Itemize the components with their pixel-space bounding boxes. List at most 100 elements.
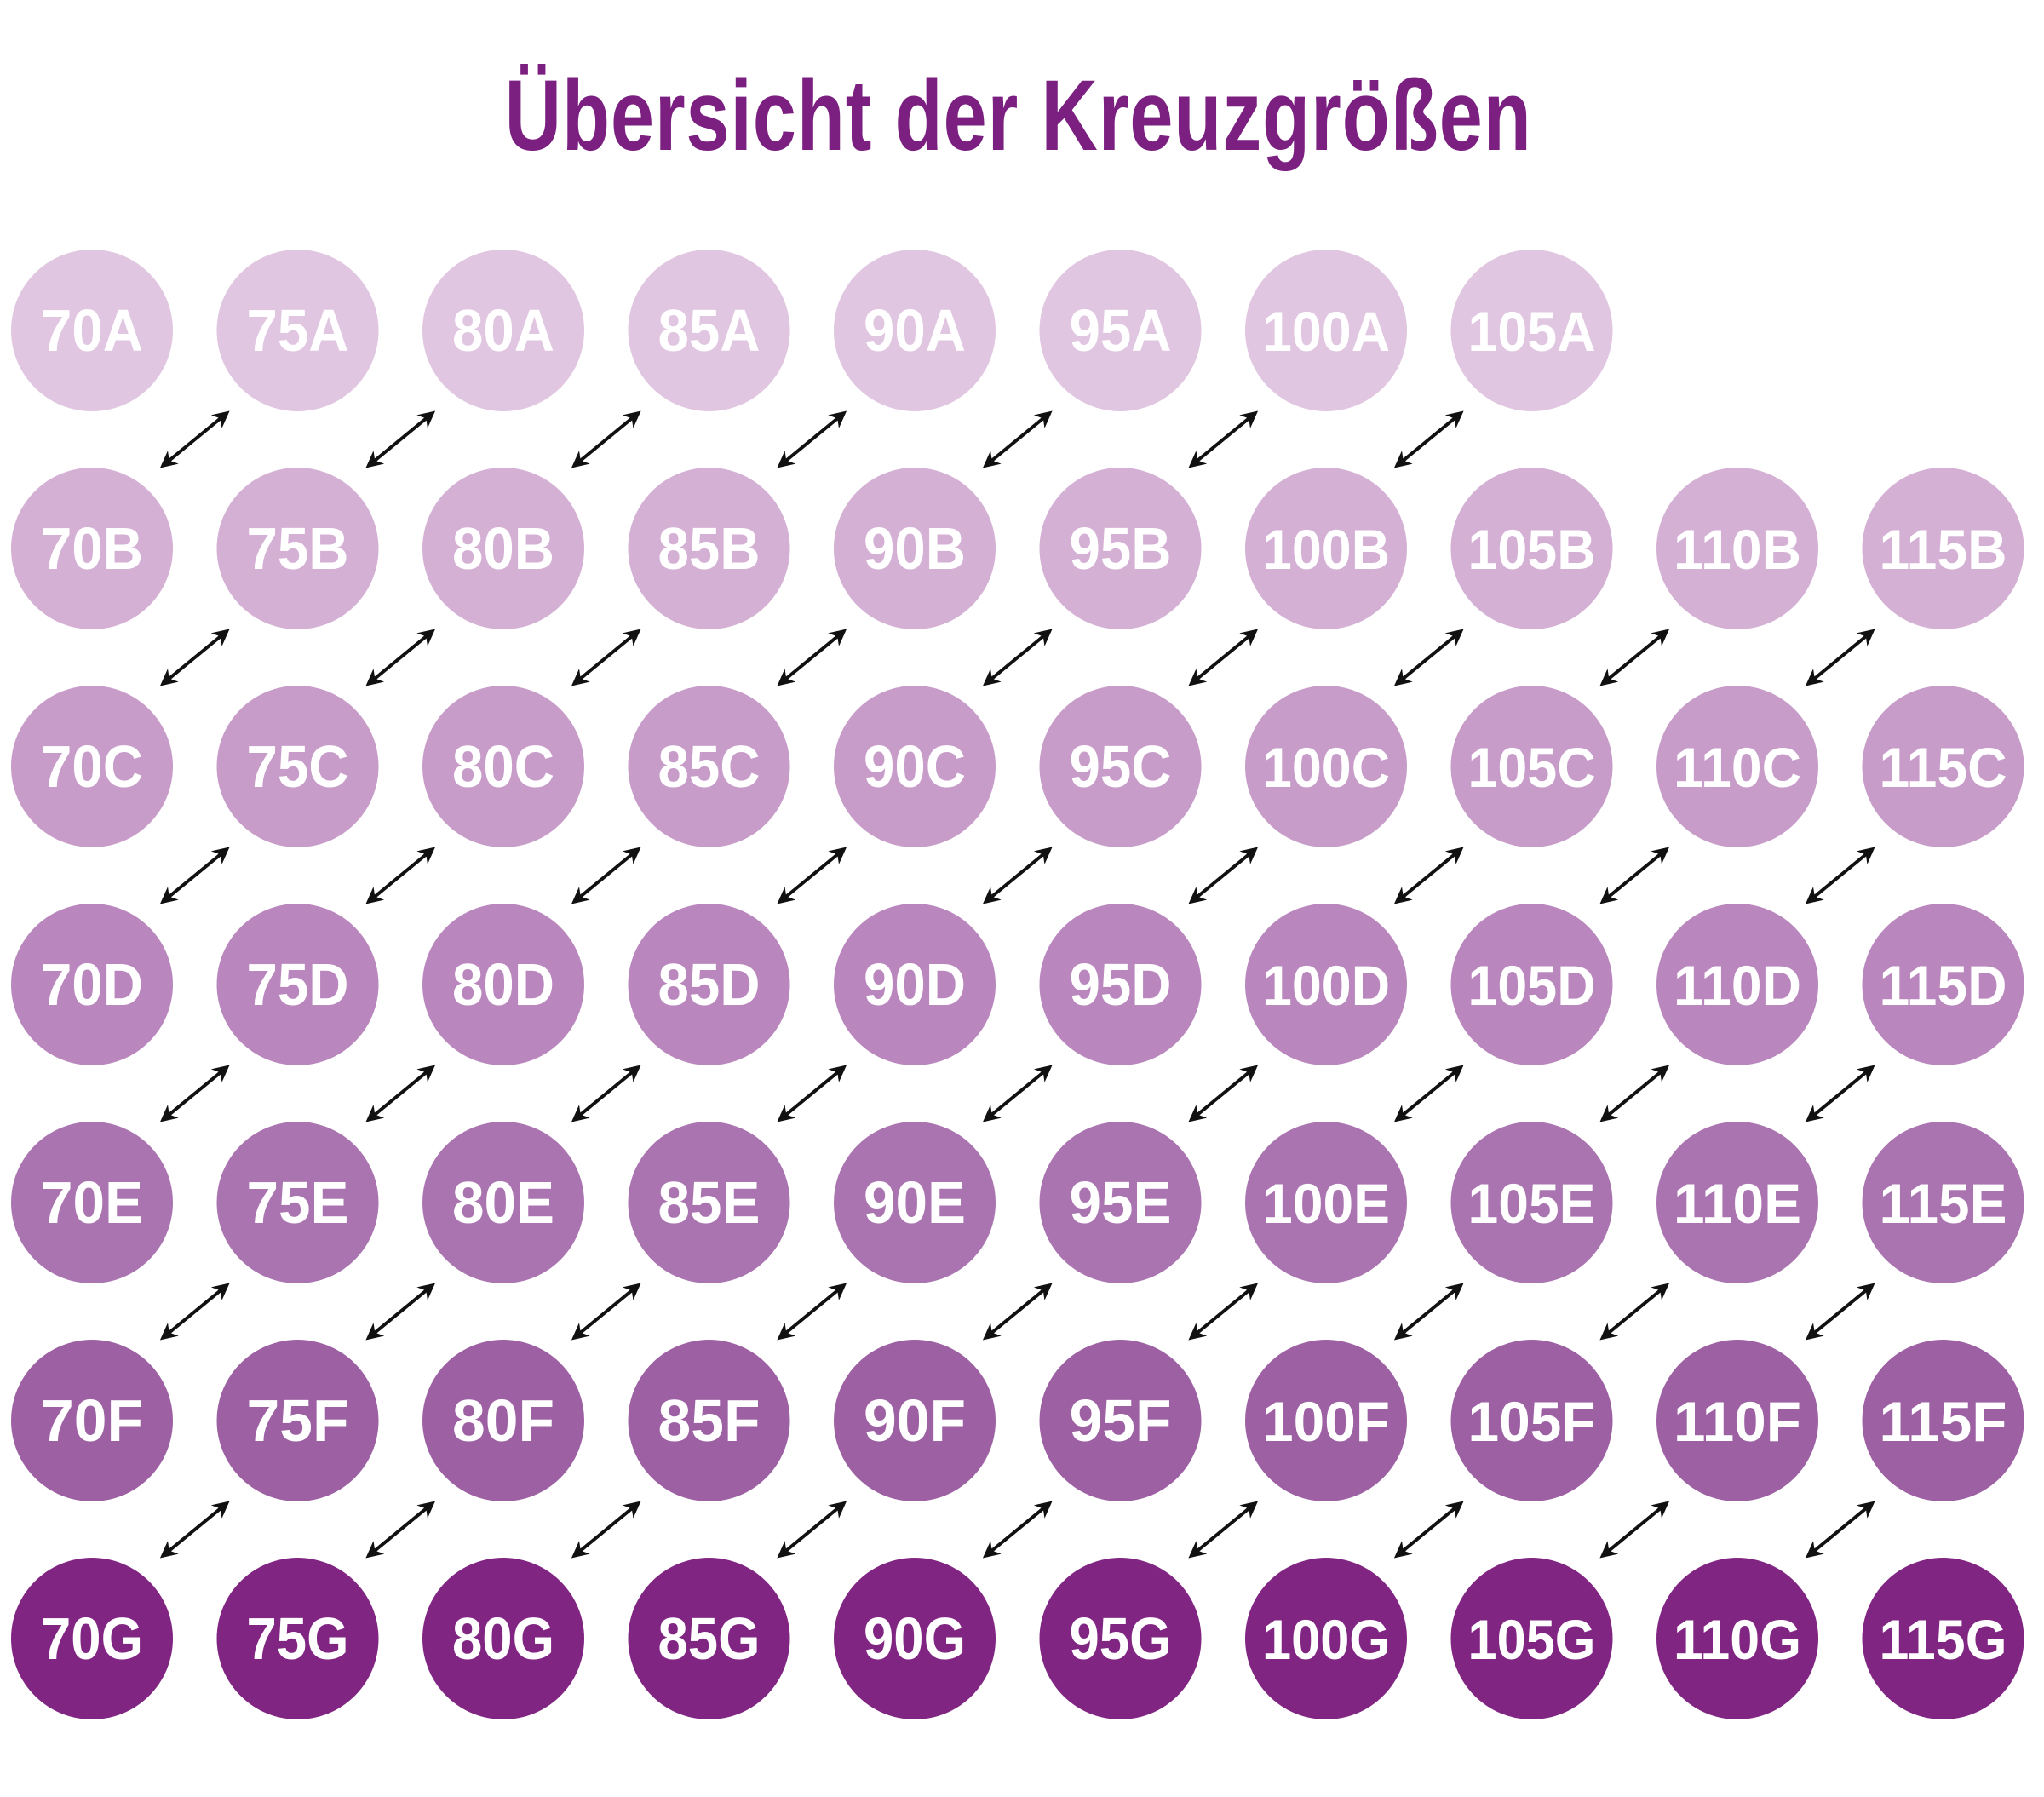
circle-shape [834, 1340, 996, 1501]
size-circle-115c: 115C [1862, 686, 2024, 847]
circle-shape [1245, 250, 1407, 411]
size-label: 85E [658, 1169, 761, 1236]
double-headed-arrow-icon [159, 1283, 230, 1341]
double-headed-arrow-icon [982, 1065, 1053, 1122]
circle-shape [1245, 468, 1407, 629]
size-label: 90D [864, 951, 966, 1018]
circle-shape [1862, 904, 2024, 1065]
double-headed-arrow-icon [1393, 1283, 1464, 1341]
size-circle-80a: 80A [422, 250, 584, 411]
size-label: 115B [1880, 518, 2007, 581]
circle-shape [1656, 1558, 1818, 1719]
double-headed-arrow-icon [777, 1283, 847, 1341]
size-label: 100E [1262, 1172, 1390, 1235]
circle-shape [1656, 468, 1818, 629]
circle-shape [216, 1122, 379, 1283]
size-label: 90F [864, 1387, 966, 1454]
circle-shape [1450, 1558, 1613, 1719]
circle-shape [1450, 1340, 1613, 1501]
circle-shape [422, 468, 584, 629]
size-circle-100a: 100A [1245, 250, 1407, 411]
circle-shape [1862, 468, 2024, 629]
size-circle-80f: 80F [422, 1340, 584, 1501]
size-circle-75e: 75E [216, 1122, 379, 1283]
size-label: 85C [658, 733, 761, 800]
double-headed-arrow-icon [1805, 1283, 1875, 1341]
double-headed-arrow-icon [777, 629, 847, 686]
circle-shape [1245, 1122, 1407, 1283]
double-headed-arrow-icon [1188, 1065, 1259, 1122]
size-circle-110b: 110B [1656, 468, 1818, 629]
double-headed-arrow-icon [1805, 847, 1875, 904]
circle-shape [834, 686, 996, 847]
double-headed-arrow-icon [1599, 1283, 1670, 1341]
double-headed-arrow-icon [1599, 629, 1670, 686]
size-label: 75G [247, 1605, 349, 1672]
circle-shape [216, 250, 379, 411]
circle-shape [422, 250, 584, 411]
size-label: 95F [1070, 1387, 1172, 1454]
size-circle-110c: 110C [1656, 686, 1818, 847]
double-headed-arrow-icon [1188, 629, 1259, 686]
circle-shape [1862, 1558, 2024, 1719]
circle-shape [1450, 1122, 1613, 1283]
size-circle-105b: 105B [1450, 468, 1613, 629]
circle-shape [11, 686, 173, 847]
double-headed-arrow-icon [982, 1501, 1053, 1559]
size-circle-115f: 115F [1862, 1340, 2024, 1501]
circle-shape [216, 1340, 379, 1501]
size-label: 100B [1262, 518, 1390, 581]
size-label: 70A [41, 297, 143, 364]
size-circle-95f: 95F [1039, 1340, 1202, 1501]
size-label: 105D [1468, 954, 1596, 1017]
size-circle-85d: 85D [628, 904, 790, 1065]
size-label: 105C [1468, 736, 1596, 799]
size-label: 110D [1674, 954, 1801, 1017]
circle-shape [422, 1340, 584, 1501]
circle-shape [1039, 904, 1202, 1065]
size-circle-110e: 110E [1656, 1122, 1818, 1283]
size-label: 115F [1880, 1390, 2007, 1453]
size-circle-70g: 70G [11, 1558, 173, 1719]
page-title: Übersicht der Kreuzgrößen [504, 60, 1532, 172]
double-headed-arrow-icon [1805, 629, 1875, 686]
double-headed-arrow-icon [365, 410, 436, 468]
double-headed-arrow-icon [777, 847, 847, 904]
size-circle-90b: 90B [834, 468, 996, 629]
size-label: 105E [1468, 1172, 1596, 1235]
size-circle-80c: 80C [422, 686, 584, 847]
size-circle-85a: 85A [628, 250, 790, 411]
size-circle-90c: 90C [834, 686, 996, 847]
size-label: 70C [41, 733, 143, 800]
size-circle-75g: 75G [216, 1558, 379, 1719]
circle-shape [834, 1558, 996, 1719]
double-headed-arrow-icon [1805, 1065, 1875, 1122]
size-label: 100G [1262, 1608, 1390, 1671]
size-circle-95d: 95D [1039, 904, 1202, 1065]
size-label: 80B [452, 515, 554, 582]
double-headed-arrow-icon [571, 1283, 641, 1341]
circle-shape [1039, 686, 1202, 847]
size-circle-90e: 90E [834, 1122, 996, 1283]
double-headed-arrow-icon [982, 847, 1053, 904]
circle-shape [1039, 1558, 1202, 1719]
double-headed-arrow-icon [571, 847, 641, 904]
size-circle-90d: 90D [834, 904, 996, 1065]
size-circle-115d: 115D [1862, 904, 2024, 1065]
double-headed-arrow-icon [365, 1065, 436, 1122]
size-circle-75a: 75A [216, 250, 379, 411]
circle-shape [1450, 686, 1613, 847]
double-headed-arrow-icon [159, 1065, 230, 1122]
double-headed-arrow-icon [571, 410, 641, 468]
circle-shape [216, 468, 379, 629]
double-headed-arrow-icon [1599, 1065, 1670, 1122]
size-label: 90A [864, 297, 966, 364]
size-label: 85G [658, 1605, 761, 1672]
size-circle-100c: 100C [1245, 686, 1407, 847]
size-circle-75f: 75F [216, 1340, 379, 1501]
size-label: 105G [1468, 1608, 1596, 1671]
double-headed-arrow-icon [777, 1065, 847, 1122]
double-headed-arrow-icon [777, 1501, 847, 1559]
circle-shape [1450, 250, 1613, 411]
